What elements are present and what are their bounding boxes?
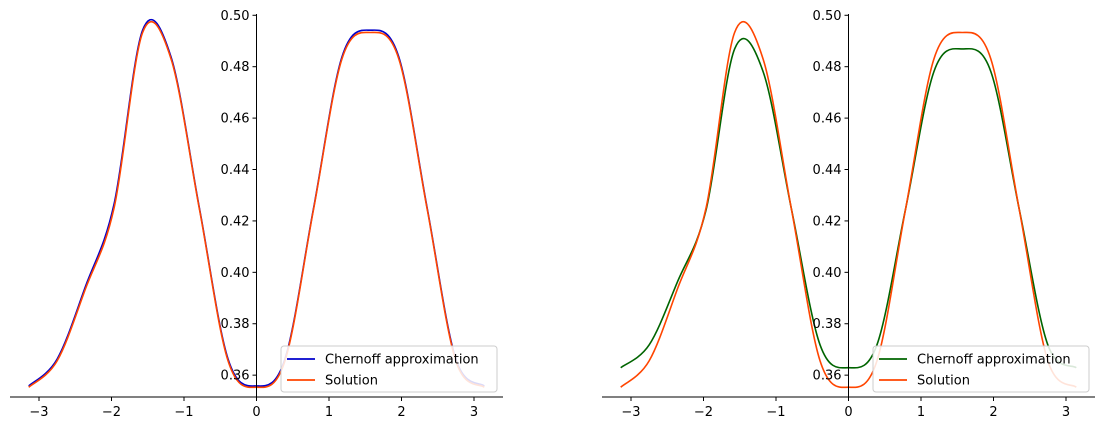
y-tick-label: 0.42 [813, 214, 842, 229]
y-tick-label: 0.38 [813, 317, 842, 332]
y-tick-label: 0.44 [221, 163, 250, 178]
x-tick-label: −3 [29, 405, 48, 420]
y-tick-label: 0.50 [221, 9, 250, 24]
y-tick-label: 0.40 [221, 266, 250, 281]
x-tick-label: −3 [621, 405, 640, 420]
chart-panel-2: −3 −2 −1 0 1 2 3 0.36 0.38 0.40 0.42 0.44 0.46 0.48 0.… [602, 9, 1095, 420]
y-tick-label: 0.50 [813, 9, 842, 24]
y-tick-label: 0.48 [221, 60, 250, 75]
y-tick-label: 0.36 [813, 369, 842, 384]
legend-label: Solution [325, 374, 378, 389]
x-tick-label: −2 [102, 405, 121, 420]
legend-box [280, 345, 498, 393]
x-tick-label: 1 [325, 405, 333, 420]
x-tick-label: −2 [694, 405, 713, 420]
y-tick-label: 0.46 [813, 112, 842, 127]
y-tick-label: 0.44 [813, 163, 842, 178]
x-tick-label: 2 [397, 405, 405, 420]
y-tick-label: 0.36 [221, 369, 250, 384]
x-tick-label: −1 [174, 405, 193, 420]
y-tick-label: 0.46 [221, 112, 250, 127]
x-tick-label: 3 [1062, 405, 1070, 420]
legend-label: Chernoff approximation [917, 353, 1071, 368]
legend-label: Solution [917, 374, 970, 389]
y-tick-label: 0.40 [813, 266, 842, 281]
x-tick-label: −1 [766, 405, 785, 420]
x-tick-label: 2 [989, 405, 997, 420]
legend-label: Chernoff approximation [325, 353, 479, 368]
y-tick-label: 0.38 [221, 317, 250, 332]
legend: Chernoff approximation Solution [872, 345, 1090, 393]
x-tick-label: 0 [844, 405, 852, 420]
legend-box [872, 345, 1090, 393]
chart-panel-1: −3 −2 −1 0 1 2 3 0.36 0.38 0.40 0.42 0.44 0.46 0.48 0.… [10, 9, 503, 420]
y-tick-label: 0.42 [221, 214, 250, 229]
x-tick-label: 1 [917, 405, 925, 420]
y-tick-label: 0.48 [813, 60, 842, 75]
legend: Chernoff approximation Solution [280, 345, 498, 393]
x-tick-label: 3 [470, 405, 478, 420]
x-tick-label: 0 [252, 405, 260, 420]
